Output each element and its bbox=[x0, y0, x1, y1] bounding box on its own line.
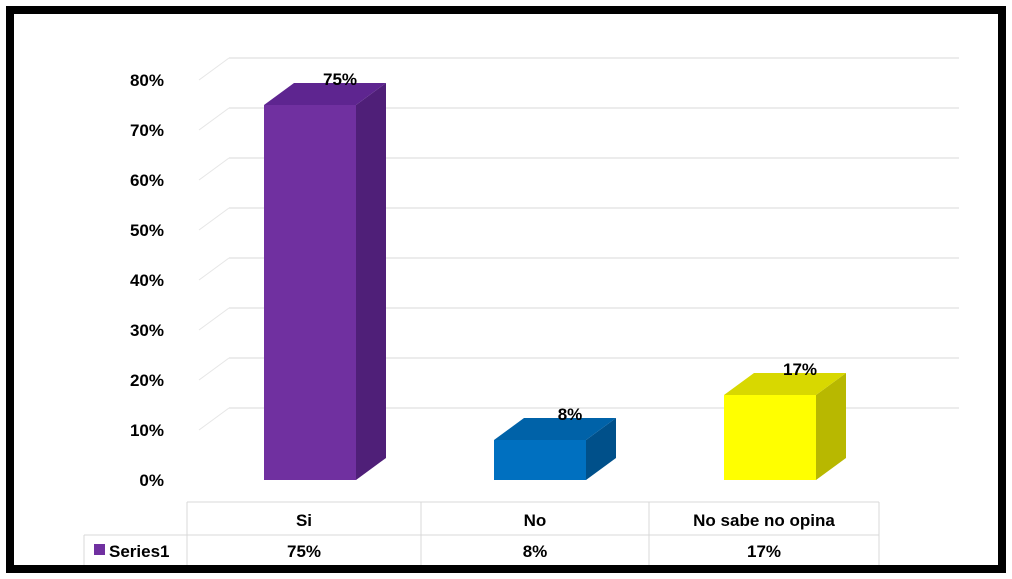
gridline-side bbox=[198, 207, 230, 231]
bar-2-front bbox=[724, 395, 816, 480]
bar-2-side bbox=[816, 373, 846, 480]
y-tick-label: 50% bbox=[130, 221, 164, 240]
gridline-side bbox=[198, 107, 230, 131]
gridline-side bbox=[198, 407, 230, 431]
data-label: 8% bbox=[558, 405, 583, 424]
category-label: Si bbox=[296, 511, 312, 530]
bar-1-front bbox=[494, 440, 586, 480]
y-tick-label: 30% bbox=[130, 321, 164, 340]
gridline-side bbox=[198, 157, 230, 181]
bar-1-top bbox=[494, 418, 616, 440]
gridline-side bbox=[198, 357, 230, 381]
y-tick-label: 70% bbox=[130, 121, 164, 140]
bars bbox=[264, 83, 846, 480]
table-value: 17% bbox=[747, 542, 781, 561]
category-label: No bbox=[524, 511, 547, 530]
legend-key bbox=[94, 544, 105, 555]
bar-1-side bbox=[586, 418, 616, 480]
y-tick-label: 80% bbox=[130, 71, 164, 90]
legend-series-name: Series1 bbox=[109, 542, 170, 561]
table-value: 75% bbox=[287, 542, 321, 561]
data-label: 75% bbox=[323, 70, 357, 89]
bar-0-side bbox=[356, 83, 386, 480]
y-tick-label: 40% bbox=[130, 271, 164, 290]
table-value: 8% bbox=[523, 542, 548, 561]
y-axis: 0% 10% 20% 30% 40% 50% 60% 70% 80% bbox=[130, 71, 164, 490]
gridline-side bbox=[198, 307, 230, 331]
y-tick-label: 60% bbox=[130, 171, 164, 190]
data-labels: 75% 8% 17% bbox=[323, 70, 817, 424]
data-table: Si 75% No 8% No sabe no opina 17% Series1 bbox=[83, 501, 880, 565]
y-tick-label: 0% bbox=[139, 471, 164, 490]
chart-frame: 0% 10% 20% 30% 40% 50% 60% 70% 80% 75% 8% 17% Si 75… bbox=[6, 6, 1006, 573]
y-tick-label: 10% bbox=[130, 421, 164, 440]
bar-0-top bbox=[264, 83, 386, 105]
bar-chart: 0% 10% 20% 30% 40% 50% 60% 70% 80% 75% 8% 17% Si 75… bbox=[83, 57, 959, 565]
gridline-side bbox=[198, 257, 230, 281]
gridline-side bbox=[198, 57, 230, 81]
y-tick-label: 20% bbox=[130, 371, 164, 390]
bar-0-front bbox=[264, 105, 356, 480]
bar-2-top bbox=[724, 373, 846, 395]
data-label: 17% bbox=[783, 360, 817, 379]
category-label: No sabe no opina bbox=[693, 511, 835, 530]
